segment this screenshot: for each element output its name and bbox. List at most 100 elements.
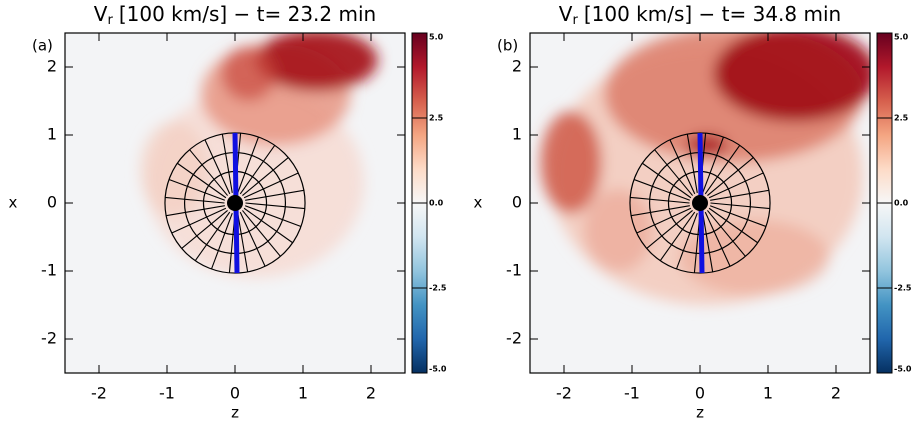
y-tick-label: -2: [506, 329, 522, 348]
colorbar-tick-label: -2.5: [429, 284, 447, 293]
polar-grid-spoke: [239, 145, 276, 195]
polar-grid-spoke: [659, 211, 696, 261]
colorbar-tick-label: -2.5: [894, 284, 912, 293]
x-tick-label: 2: [831, 384, 841, 403]
chart-title: Vr [100 km/s] − t= 23.2 min: [94, 2, 376, 28]
field-blob: [584, 189, 653, 271]
colorbar-tick-label: 5.0: [429, 33, 444, 42]
polar-grid-spoke: [707, 210, 746, 257]
field-blob: [540, 111, 602, 214]
field-blob: [255, 33, 378, 91]
field-blob: [713, 33, 870, 122]
chart-title: Vr [100 km/s] − t= 34.8 min: [559, 2, 841, 28]
polar-grid-spoke: [710, 202, 770, 210]
core: [692, 195, 708, 211]
x-tick-label: -2: [556, 384, 572, 403]
y-tick-label: 1: [47, 125, 57, 144]
polar-grid-spoke: [633, 179, 691, 201]
core: [227, 195, 243, 211]
polar-grid-spoke: [708, 207, 758, 244]
y-tick-label: 2: [47, 57, 57, 76]
polar-grid-spoke: [245, 189, 304, 201]
polar-grid-spoke: [237, 213, 249, 272]
x-axis-label: z: [696, 404, 704, 422]
y-tick-label: -1: [506, 261, 522, 280]
colorbar-tick-label: -5.0: [894, 365, 912, 374]
field-structures: [139, 33, 378, 278]
title-subscript: r: [107, 13, 113, 28]
polar-grid-spoke: [654, 149, 693, 196]
polar-grid-spoke: [221, 134, 233, 193]
polar-grid-spoke: [242, 210, 281, 257]
polar-grid-spoke: [166, 205, 225, 217]
polar-grid-spoke: [211, 212, 233, 270]
polar-grid-spoke: [194, 211, 231, 261]
polar-grid-spoke: [237, 136, 259, 194]
y-tick-label: -1: [41, 261, 57, 280]
polar-grid-spoke: [239, 211, 266, 267]
polar-grid-spoke: [181, 210, 228, 249]
colorbar-tick-label: 5.0: [894, 33, 909, 42]
polar-grid-spoke: [710, 189, 769, 201]
panel-label: (a): [32, 37, 53, 55]
x-tick-label: -1: [624, 384, 640, 403]
polar-grid-spoke: [242, 157, 289, 196]
polar-grid-spoke: [708, 172, 764, 199]
x-axis-label: z: [231, 404, 239, 422]
polar-grid-spoke: [168, 179, 226, 201]
x-tick-label: 2: [366, 384, 376, 403]
title-text: [100 km/s] − t= 34.8 min: [584, 2, 841, 26]
polar-grid-spoke: [704, 211, 731, 267]
y-axis-label: x: [9, 194, 18, 212]
y-tick-label: 1: [512, 125, 522, 144]
title-text: [100 km/s] − t= 23.2 min: [119, 2, 376, 26]
x-tick-label: 0: [230, 384, 240, 403]
x-tick-label: 1: [763, 384, 773, 403]
polar-grid-spoke: [646, 210, 693, 249]
colorbar-tick-label: 0.0: [429, 199, 444, 208]
colorbar-tick-label: 2.5: [429, 114, 444, 123]
field-blob: [221, 46, 276, 101]
polar-grid-spoke: [177, 162, 227, 199]
polar-grid-spoke: [669, 139, 696, 195]
polar-grid-spoke: [171, 207, 227, 234]
panel-label: (b): [497, 37, 518, 55]
polar-grid-spoke: [244, 205, 302, 227]
polar-grid-spoke: [702, 136, 724, 194]
polar-grid-spoke: [165, 196, 225, 204]
colorbar-tick-label: 0.0: [894, 199, 909, 208]
polar-grid-spoke: [704, 145, 741, 195]
polar-grid-spoke: [702, 213, 714, 272]
colorbar-tick-label: 2.5: [894, 114, 909, 123]
y-tick-label: 0: [47, 193, 57, 212]
polar-grid-spoke: [686, 134, 698, 193]
polar-grid-spoke: [707, 157, 754, 196]
field-structures: [540, 33, 870, 305]
x-tick-label: 1: [298, 384, 308, 403]
title-symbol: V: [559, 2, 573, 26]
heatmap-field: [65, 33, 405, 373]
y-tick-label: 0: [512, 193, 522, 212]
field-blob: [686, 135, 728, 156]
polar-grid-spoke: [636, 207, 692, 234]
polar-grid-spoke: [243, 172, 299, 199]
polar-grid-spoke: [642, 162, 692, 199]
y-axis-label: x: [474, 194, 483, 212]
polar-grid-spoke: [189, 149, 228, 196]
colorbar-tick-label: -5.0: [429, 365, 447, 374]
polar-grid-spoke: [204, 139, 231, 195]
polar-grid-spoke: [631, 205, 690, 217]
x-tick-label: -1: [159, 384, 175, 403]
polar-grid-spoke: [630, 196, 690, 204]
polar-grid-spoke: [245, 202, 305, 210]
x-tick-label: 0: [695, 384, 705, 403]
polar-grid-spoke: [243, 207, 293, 244]
y-tick-label: -2: [41, 329, 57, 348]
title-symbol: V: [94, 2, 108, 26]
polar-grid-spoke: [676, 212, 698, 270]
title-subscript: r: [572, 13, 578, 28]
x-tick-label: -2: [91, 384, 107, 403]
polar-grid-spoke: [709, 205, 767, 227]
y-tick-label: 2: [512, 57, 522, 76]
